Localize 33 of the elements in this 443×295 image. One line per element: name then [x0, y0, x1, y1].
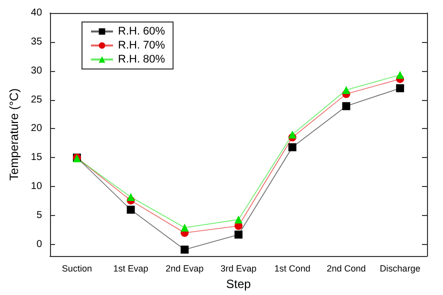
y-tick-label: 20 — [30, 123, 42, 134]
x-tick-label: 2nd Cond — [326, 264, 366, 274]
point — [126, 206, 135, 214]
legend-label: R.H. 80% — [118, 54, 166, 66]
point — [180, 246, 189, 254]
x-tick-label: 2nd Evap — [166, 264, 204, 274]
y-tick-label: 0 — [36, 238, 42, 250]
point — [342, 86, 350, 94]
legend-label: R.H. 70% — [118, 40, 166, 52]
x-tick-label: 1st Cond — [274, 264, 310, 274]
y-tick-label: 35 — [30, 36, 42, 48]
point — [234, 230, 243, 239]
y-tick-label: 25 — [30, 94, 42, 106]
point — [288, 143, 296, 152]
y-axis-title: Temperature (°C) — [7, 88, 21, 181]
y-tick-label: 10 — [30, 181, 42, 192]
point — [126, 192, 135, 201]
x-tick-label: Discharge — [380, 264, 420, 274]
point — [342, 102, 350, 110]
x-tick-label: 1st Evap — [113, 264, 148, 274]
x-tick-label: Suction — [62, 264, 92, 274]
point — [234, 216, 243, 224]
y-tick-label: 15 — [30, 152, 42, 164]
point — [396, 84, 404, 92]
y-tick-label: 40 — [30, 8, 42, 18]
point — [180, 224, 189, 232]
y-tick-label: 5 — [36, 210, 42, 221]
point — [288, 130, 296, 138]
legend-label: R.H. 60% — [118, 26, 166, 38]
x-axis-title: Step — [226, 277, 252, 291]
y-tick-label: 30 — [30, 65, 42, 76]
x-tick-label: 3rd Evap — [220, 264, 257, 274]
point — [396, 70, 404, 79]
